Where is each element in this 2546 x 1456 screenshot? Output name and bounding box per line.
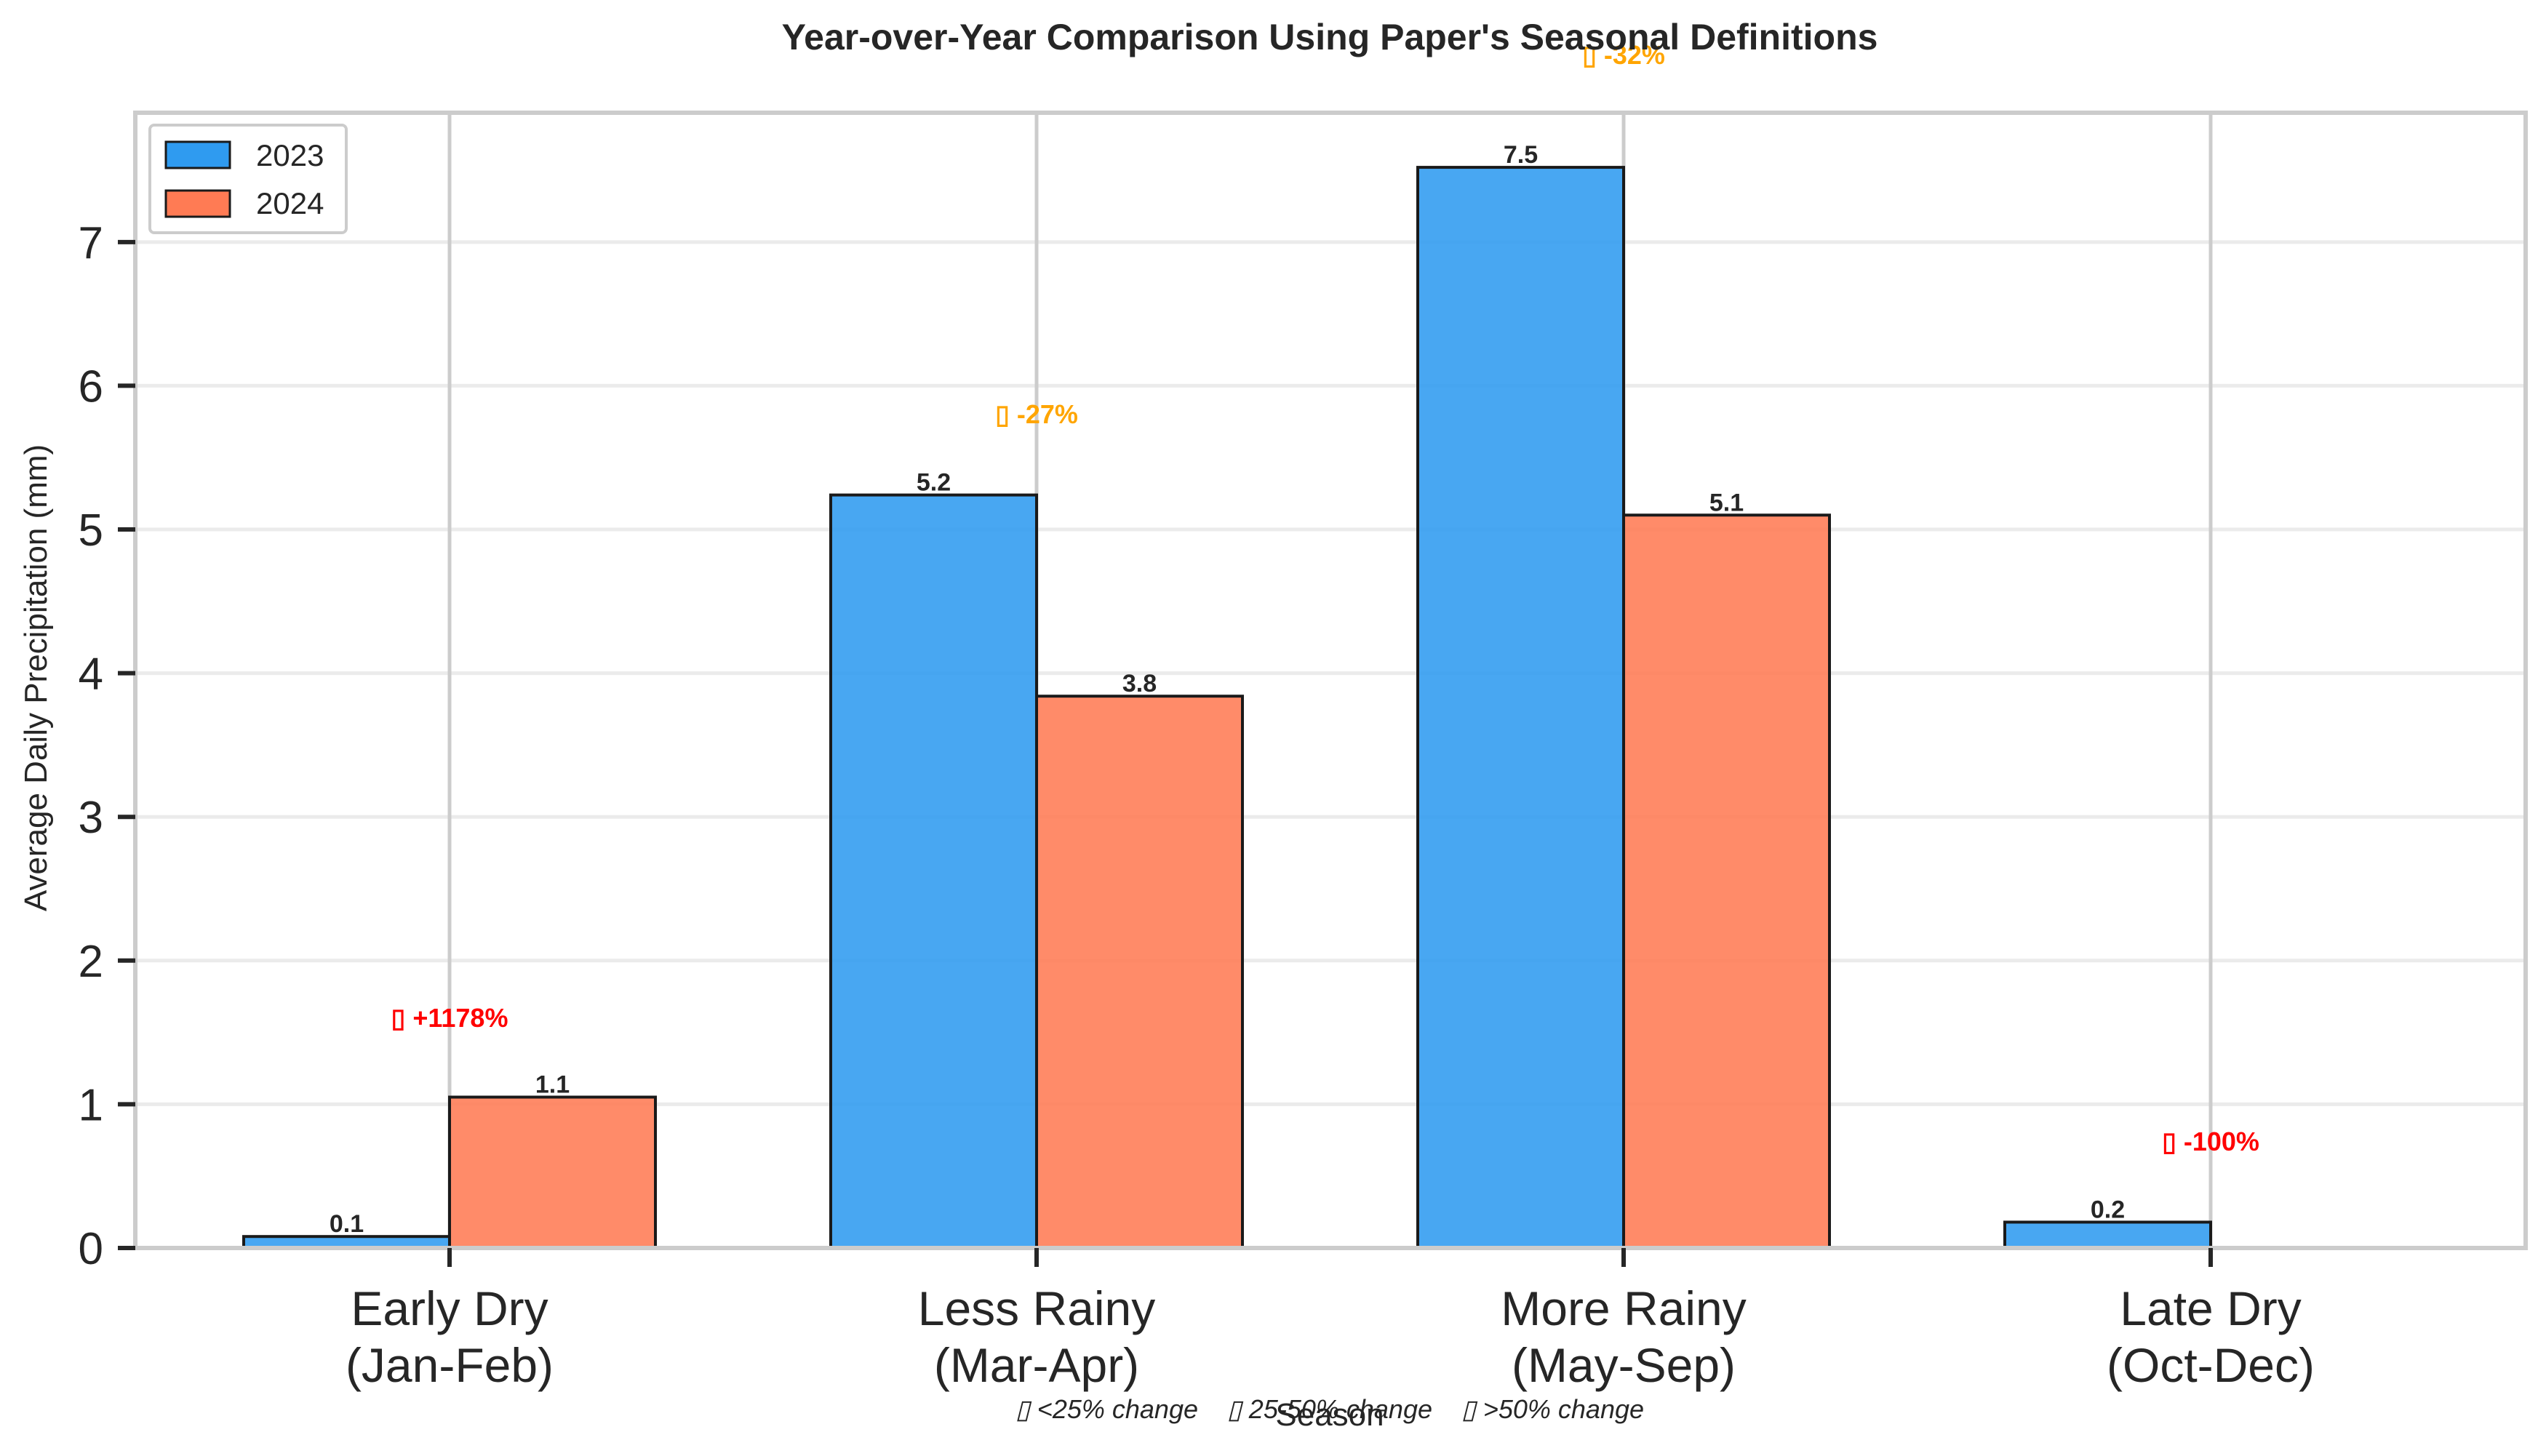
bar-label-2024-2: 5.1 xyxy=(1709,489,1744,516)
y-tick-label-4: 4 xyxy=(79,649,103,700)
y-tick-label-7: 7 xyxy=(79,218,103,268)
y-tick-label-5: 5 xyxy=(79,505,103,556)
bar-label-2024-1: 3.8 xyxy=(1122,670,1157,697)
x-tick-label-0-0: Early Dry xyxy=(351,1281,548,1335)
bar-label-2023-0: 0.1 xyxy=(330,1210,364,1238)
change-annotation-0: ▯ +1178% xyxy=(391,1003,508,1033)
annotations: ▯ +1178% ▯ -27% ▯ -32% ▯ -100% xyxy=(391,40,2259,1156)
legend-label-2023: 2023 xyxy=(256,138,324,172)
bar-2023-1 xyxy=(829,493,1038,1249)
bar-labels: 0.1 5.2 7.5 0.2 1.1 3.8 5.1 xyxy=(330,141,2125,1238)
y-tick-label-0: 0 xyxy=(79,1224,103,1274)
x-tick-label-1-1: (Mar-Apr) xyxy=(934,1338,1139,1392)
legend-footnote: ▯ <25% change ▯ 25-50% change ▯ >50% cha… xyxy=(1015,1394,1644,1424)
legend-swatch-2023 xyxy=(164,140,231,169)
x-tick-label-2-0: More Rainy xyxy=(1501,1281,1746,1335)
bar-2024-1 xyxy=(1035,695,1244,1249)
bar-2023-3 xyxy=(2003,1220,2212,1249)
x-tick-label-0-1: (Jan-Feb) xyxy=(346,1338,554,1392)
legend: 2023 2024 xyxy=(148,124,348,234)
bar-2024-0 xyxy=(448,1095,657,1249)
y-tick-label-3: 3 xyxy=(79,793,103,843)
y-axis-ticks: 0 1 2 3 4 5 6 7 xyxy=(79,218,135,1274)
y-axis-label: Average Daily Precipitation (mm) xyxy=(18,444,54,911)
x-tick-label-3-1: (Oct-Dec) xyxy=(2107,1338,2315,1392)
change-annotation-1: ▯ -27% xyxy=(995,399,1078,429)
x-axis-label: Season xyxy=(1275,1397,1384,1433)
x-tick-label-3-0: Late Dry xyxy=(2120,1281,2301,1335)
chart-title: Year-over-Year Comparison Using Paper's … xyxy=(782,17,1878,57)
bar-2024-2 xyxy=(1622,513,1831,1249)
legend-label-2024: 2024 xyxy=(256,186,324,220)
y-tick-label-6: 6 xyxy=(79,361,103,412)
change-annotation-2: ▯ -32% xyxy=(1582,40,1665,70)
bars xyxy=(242,166,2212,1250)
bar-2023-2 xyxy=(1416,166,1625,1250)
bar-label-2024-0: 1.1 xyxy=(535,1071,570,1099)
y-tick-label-2: 2 xyxy=(79,937,103,987)
x-axis-ticks: Early Dry(Jan-Feb) Less Rainy(Mar-Apr) Mor… xyxy=(346,1248,2315,1392)
plot-frame xyxy=(133,111,2528,1250)
y-tick-label-1: 1 xyxy=(79,1080,103,1130)
change-annotation-3: ▯ -100% xyxy=(2162,1127,2259,1156)
legend-swatch-2024 xyxy=(164,189,231,218)
x-tick-label-1-0: Less Rainy xyxy=(918,1281,1156,1335)
bar-label-2023-3: 0.2 xyxy=(2091,1196,2125,1223)
bar-label-2023-2: 7.5 xyxy=(1504,141,1538,169)
x-tick-label-2-1: (May-Sep) xyxy=(1512,1338,1736,1392)
bar-label-2023-1: 5.2 xyxy=(917,469,951,497)
